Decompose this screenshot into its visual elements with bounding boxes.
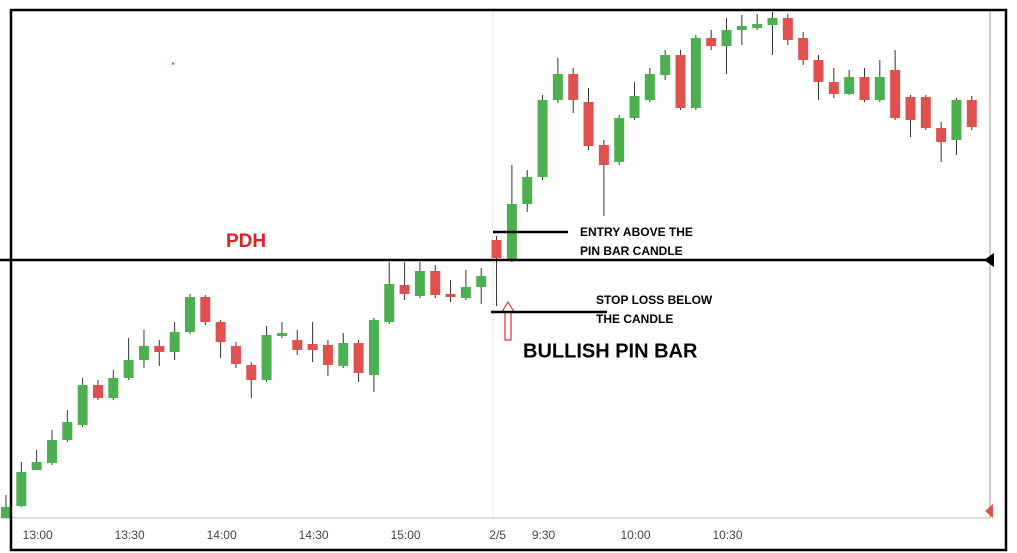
candle-body bbox=[660, 55, 671, 75]
candle-body bbox=[123, 360, 134, 378]
candle-body bbox=[675, 55, 686, 108]
candle-body bbox=[338, 343, 349, 366]
candle-body bbox=[721, 30, 732, 46]
candle-body bbox=[936, 128, 947, 142]
stop-note: STOP LOSS BELOW bbox=[596, 293, 713, 307]
candle-body bbox=[430, 271, 441, 295]
candle-body bbox=[276, 333, 287, 336]
candle-body bbox=[552, 74, 563, 100]
candle-body bbox=[614, 118, 625, 162]
candle-body bbox=[537, 100, 548, 177]
candle-body bbox=[629, 96, 640, 118]
time-labels: 13:00 13:30 14:00 14:30 15:00 2/5 9:30 10:00 10:… bbox=[23, 528, 743, 542]
marker bbox=[172, 62, 175, 65]
candle-body bbox=[874, 77, 885, 100]
candle-body bbox=[46, 440, 57, 463]
price-marker bbox=[985, 504, 993, 518]
candle-body bbox=[752, 24, 763, 28]
x-tick-label: 2/5 bbox=[489, 528, 506, 542]
candle-body bbox=[414, 271, 425, 296]
x-tick-label: 10:00 bbox=[621, 528, 651, 542]
candle-body bbox=[399, 285, 410, 294]
frame bbox=[9, 8, 1008, 552]
candle-body bbox=[568, 74, 579, 100]
arrow bbox=[500, 300, 516, 341]
pdh-label: PDH bbox=[226, 231, 266, 252]
candle-body bbox=[460, 287, 471, 298]
candle-body bbox=[813, 60, 824, 82]
candle-body bbox=[598, 145, 609, 165]
pattern-label: BULLISH PIN BAR bbox=[523, 340, 698, 362]
x-tick-label: 13:00 bbox=[23, 528, 53, 542]
candle-body bbox=[154, 346, 165, 352]
candle-body bbox=[138, 346, 149, 360]
candle-body bbox=[522, 177, 533, 204]
candle-body bbox=[77, 385, 88, 425]
candle-body bbox=[246, 365, 257, 380]
candle-body bbox=[200, 297, 211, 322]
candle-body bbox=[322, 345, 333, 365]
candle-body bbox=[782, 18, 793, 40]
candle-body bbox=[215, 322, 226, 342]
x-tick-label: 14:30 bbox=[299, 528, 329, 542]
candle-body bbox=[920, 97, 931, 128]
x-tick-label: 10:30 bbox=[712, 528, 742, 542]
candle-body bbox=[798, 38, 809, 60]
candle-body bbox=[966, 100, 977, 127]
candle-body bbox=[844, 77, 855, 94]
panel-mask bbox=[750, 519, 930, 549]
candle-body bbox=[828, 82, 839, 94]
entry-note: PIN BAR CANDLE bbox=[580, 244, 683, 258]
x-tick-label: 15:00 bbox=[391, 528, 421, 542]
candle-body bbox=[368, 320, 379, 375]
candle-body bbox=[384, 284, 395, 322]
candle-body bbox=[767, 18, 778, 25]
candle-body bbox=[307, 344, 318, 350]
candle-body bbox=[690, 38, 701, 108]
candle-body bbox=[31, 462, 42, 470]
candle-body bbox=[62, 422, 73, 440]
candle-body bbox=[706, 38, 717, 46]
candle-body bbox=[583, 102, 594, 146]
entry-note: ENTRY ABOVE THE bbox=[580, 225, 693, 239]
candle-body bbox=[353, 343, 364, 373]
candle-body bbox=[859, 77, 870, 100]
stop-note: THE CANDLE bbox=[596, 312, 673, 326]
candle-body bbox=[230, 346, 241, 364]
candle-body bbox=[184, 297, 195, 332]
x-tick-label: 14:00 bbox=[207, 528, 237, 542]
candle-body bbox=[169, 332, 180, 352]
candle-body bbox=[951, 100, 962, 140]
candle-body bbox=[476, 276, 487, 287]
candle-body bbox=[491, 240, 502, 258]
candle-body bbox=[644, 74, 655, 100]
candles bbox=[1, 12, 977, 518]
candle-body bbox=[445, 294, 456, 297]
candle-body bbox=[261, 335, 272, 380]
x-tick-label: 9:30 bbox=[532, 528, 556, 542]
candle-body bbox=[16, 472, 27, 506]
x-tick-label: 13:30 bbox=[115, 528, 145, 542]
candle-body bbox=[108, 378, 119, 398]
candle-body bbox=[92, 385, 103, 398]
candle-body bbox=[905, 97, 916, 120]
candle-body bbox=[292, 340, 303, 350]
pdh-pointer bbox=[984, 253, 994, 267]
candle-body bbox=[736, 26, 747, 30]
candle-body bbox=[1, 507, 11, 518]
candle-body bbox=[890, 70, 901, 118]
annotations: PDH ENTRY ABOVE THE PIN BAR CANDLE STOP LOS… bbox=[0, 225, 994, 362]
